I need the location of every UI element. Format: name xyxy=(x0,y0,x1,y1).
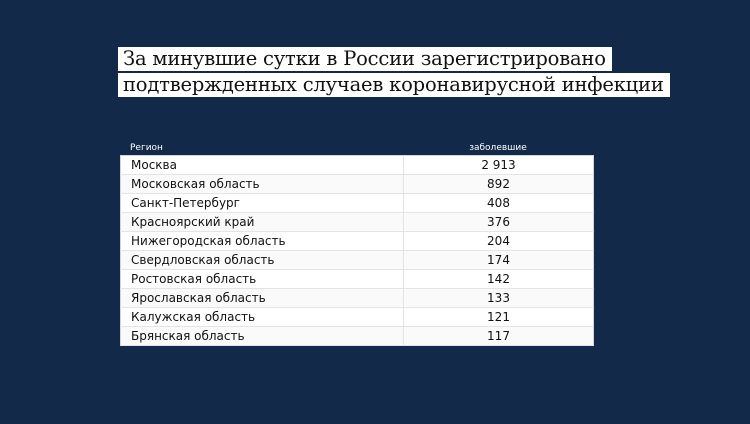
headline-line-1: За минувшие сутки в России зарегистриров… xyxy=(118,47,612,71)
cases-cell: 133 xyxy=(403,288,594,308)
cases-cell: 121 xyxy=(403,307,594,327)
cases-table: Москва 2 913 Московская область 892 Санкт-Пе… xyxy=(120,155,594,346)
region-cell: Нижегородская область xyxy=(120,231,404,251)
cases-cell: 142 xyxy=(403,269,594,289)
cases-cell: 204 xyxy=(403,231,594,251)
table-row: Ярославская область 133 xyxy=(120,288,594,308)
table-row: Брянская область 117 xyxy=(120,326,594,346)
cases-cell: 376 xyxy=(403,212,594,232)
table-header: Регион заболевшие xyxy=(120,141,594,155)
region-cell: Свердловская область xyxy=(120,250,404,270)
column-header-region: Регион xyxy=(130,143,163,153)
cases-cell: 2 913 xyxy=(403,155,594,175)
table-row: Ростовская область 142 xyxy=(120,269,594,289)
headline: За минувшие сутки в России зарегистриров… xyxy=(118,47,670,99)
headline-line-2: подтвержденных случаев коронавирусной ин… xyxy=(118,73,670,97)
table-row: Нижегородская область 204 xyxy=(120,231,594,251)
region-cell: Ярославская область xyxy=(120,288,404,308)
region-cell: Московская область xyxy=(120,174,404,194)
region-cell: Москва xyxy=(120,155,404,175)
region-cell: Красноярский край xyxy=(120,212,404,232)
table-row: Свердловская область 174 xyxy=(120,250,594,270)
table-row: Красноярский край 376 xyxy=(120,212,594,232)
region-cell: Ростовская область xyxy=(120,269,404,289)
region-cell: Санкт-Петербург xyxy=(120,193,404,213)
cases-cell: 408 xyxy=(403,193,594,213)
table-row: Санкт-Петербург 408 xyxy=(120,193,594,213)
table-row: Калужская область 121 xyxy=(120,307,594,327)
cases-cell: 117 xyxy=(403,326,594,346)
table-row: Москва 2 913 xyxy=(120,155,594,175)
table-row: Московская область 892 xyxy=(120,174,594,194)
cases-cell: 174 xyxy=(403,250,594,270)
column-header-cases: заболевшие xyxy=(469,143,527,153)
cases-cell: 892 xyxy=(403,174,594,194)
region-cell: Брянская область xyxy=(120,326,404,346)
region-cell: Калужская область xyxy=(120,307,404,327)
